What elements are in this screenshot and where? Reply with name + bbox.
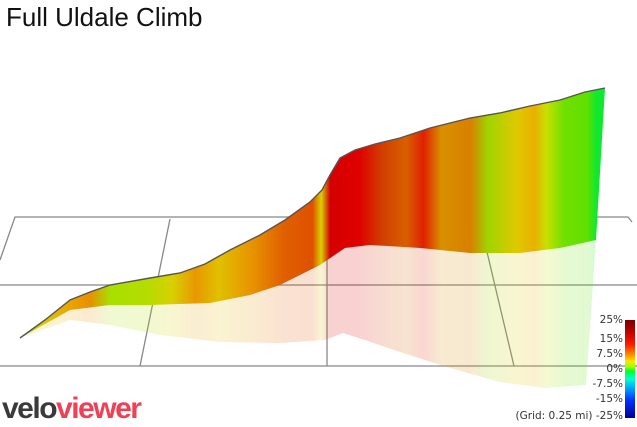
chart-title: Full Uldale Climb bbox=[6, 2, 203, 32]
legend-label-7-5: 7.5% bbox=[596, 348, 623, 360]
legend-label-neg-25: (Grid: 0.25 mi) -25% bbox=[515, 410, 623, 422]
veloviewer-logo: veloviewer bbox=[2, 392, 142, 425]
gradient-legend: 25% 15% 7.5% 0% -7.5% -15% (Grid: 0.25 m… bbox=[507, 312, 637, 424]
legend-label-15: 15% bbox=[599, 333, 623, 345]
profile-outline bbox=[19, 87, 606, 339]
legend-label-25: 25% bbox=[599, 314, 623, 326]
legend-label-0: 0% bbox=[606, 363, 623, 375]
legend-label-neg-7-5: -7.5% bbox=[592, 378, 623, 390]
gradient-colorbar bbox=[625, 320, 635, 418]
legend-label-neg-15: -15% bbox=[595, 393, 623, 405]
profile-reflection bbox=[20, 240, 596, 388]
grid-note: (Grid: 0.25 mi) bbox=[515, 410, 593, 422]
